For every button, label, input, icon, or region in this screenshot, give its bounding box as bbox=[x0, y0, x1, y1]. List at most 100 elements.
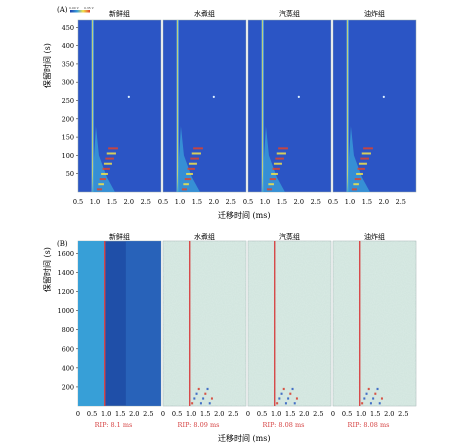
panel-a-peak-spot bbox=[363, 147, 373, 150]
panel-a-peak-spot bbox=[278, 147, 288, 150]
panel-a-peak-spot bbox=[275, 157, 284, 160]
panel-a-heatmap-background bbox=[332, 19, 417, 193]
panel-a-group-title: 油炸组 bbox=[364, 9, 385, 18]
panel-a-signal-flare bbox=[346, 126, 370, 192]
panel-b-xtick-label: 1.0 bbox=[186, 410, 196, 418]
panel-b-rip-label: RIP: 8.1 ms bbox=[95, 421, 133, 429]
panel-b: (B) 新鲜组 水煮组 汽蒸组 油炸组 200 400 600 800 1000 1200 140… bbox=[42, 232, 417, 443]
panel-a-signal-flare bbox=[176, 126, 200, 192]
panel-b-xtick-label: 0.5 bbox=[172, 410, 182, 418]
panel-a-xtick-label: 0.5 bbox=[158, 198, 168, 206]
panel-b-xtick-label: 0 bbox=[76, 410, 80, 418]
panel-b-difference-spot bbox=[295, 397, 298, 400]
panel-b-difference-spot bbox=[276, 402, 279, 405]
panel-b-ytick-label: 1400 bbox=[57, 269, 74, 277]
panel-a-peak-spot bbox=[184, 178, 191, 181]
panel-a-peak-spot bbox=[193, 147, 203, 150]
panel-b-reference-left-band bbox=[78, 241, 105, 406]
panel-b-ytick-label: 1000 bbox=[57, 307, 74, 315]
panel-a-peak-spot bbox=[191, 152, 201, 155]
panel-a-peak-spot bbox=[273, 162, 282, 165]
panel-a-peak-spot bbox=[99, 178, 106, 181]
panel-b-difference-spot bbox=[287, 397, 290, 400]
panel-b-difference-spot bbox=[372, 397, 375, 400]
panel-a-ytick-label: 450 bbox=[62, 24, 74, 32]
panel-a-xtick-label: 1.5 bbox=[362, 198, 372, 206]
panel-a-xtick-label: 0.5 bbox=[328, 198, 338, 206]
panel-a-peak-spot bbox=[360, 157, 369, 160]
panel-a-heatmap-background bbox=[162, 19, 247, 193]
panel-b-ytick-label: 800 bbox=[62, 326, 74, 334]
panel-a-peak-spot bbox=[105, 157, 114, 160]
panel-b-xtick-label: 0 bbox=[161, 410, 165, 418]
panel-a-xtick-label: 1.5 bbox=[107, 198, 117, 206]
panel-b-xtick-label: 1.5 bbox=[370, 410, 380, 418]
panel-a-heatmap bbox=[332, 19, 417, 193]
panel-b-difference-spot bbox=[380, 397, 383, 400]
panel-b-ytick-label: 1600 bbox=[57, 250, 74, 258]
panel-b-difference-spot bbox=[278, 397, 281, 400]
panel-b-xlabel: 迁移时间 (ms) bbox=[218, 433, 270, 443]
panel-b-ytick-label: 600 bbox=[62, 345, 74, 353]
panel-a-peak-spot bbox=[361, 152, 371, 155]
panel-b-xtick-label: 2.0 bbox=[299, 410, 309, 418]
panel-b-difference-spot bbox=[289, 392, 292, 395]
panel-a-isolated-spot bbox=[212, 95, 215, 98]
panel-a-peak-spot bbox=[96, 188, 102, 191]
panel-a-xtick-label: 1.0 bbox=[260, 198, 270, 206]
panel-b-difference-spot bbox=[361, 402, 364, 405]
colorbar-low-label: 0.00 V bbox=[69, 6, 80, 10]
panel-b-difference-spot bbox=[369, 402, 372, 405]
panel-a-xtick-label: 0.5 bbox=[243, 198, 253, 206]
panel-a-isolated-spot bbox=[382, 95, 385, 98]
panel-a-ytick-label: 250 bbox=[62, 97, 74, 105]
panel-b-xtick-label: 1.0 bbox=[271, 410, 281, 418]
panel-a-peak-spot bbox=[108, 147, 118, 150]
panel-a-peak-spot bbox=[183, 183, 189, 186]
panel-b-xtick-label: 0.5 bbox=[257, 410, 267, 418]
panel-a-xtick-label: 2.5 bbox=[141, 198, 151, 206]
panel-b-xtick-label: 1.0 bbox=[356, 410, 366, 418]
panel-b-heatmap bbox=[162, 240, 247, 407]
panel-b-difference-spot bbox=[210, 397, 213, 400]
panel-a-ytick-label: 100 bbox=[62, 152, 74, 160]
panel-b-difference-spot bbox=[202, 397, 205, 400]
panel-b-group-title: 水煮组 bbox=[194, 232, 215, 241]
panel-a-ytick-label: 350 bbox=[62, 60, 74, 68]
panel-a-xtick-label: 2.5 bbox=[226, 198, 236, 206]
panel-a-xtick-label: 2.0 bbox=[294, 198, 304, 206]
panel-a: (A) 0.00 V 0.35 V 新鲜组 水煮组 汽蒸组 油炸组 50 100 150 2… bbox=[42, 6, 417, 220]
panel-b-difference-spot bbox=[291, 387, 294, 391]
panel-a-peak-spot bbox=[98, 183, 104, 186]
panel-a-ytick-label: 150 bbox=[62, 134, 74, 142]
panel-b-group-title: 油炸组 bbox=[364, 232, 385, 241]
panel-a-xtick-label: 1.5 bbox=[277, 198, 287, 206]
panel-a-ylabel: 保留时间 (s) bbox=[42, 43, 52, 88]
panel-a-peak-spot bbox=[190, 157, 199, 160]
panel-b-group-title: 汽蒸组 bbox=[279, 232, 300, 241]
panel-b-ytick-label: 400 bbox=[62, 364, 74, 372]
panel-b-difference-spot bbox=[284, 402, 287, 405]
panel-a-rip-core bbox=[261, 20, 263, 192]
panel-a-rip-core bbox=[346, 20, 348, 192]
panel-a-signal-flare bbox=[91, 126, 115, 192]
panel-b-xtick-label: 0 bbox=[331, 410, 335, 418]
panel-a-isolated-spot bbox=[127, 95, 130, 98]
panel-b-xtick-label: 1.0 bbox=[101, 410, 111, 418]
panel-a-peak-spot bbox=[266, 188, 272, 191]
panel-a-peak-spot bbox=[354, 178, 361, 181]
panel-a-heatmap bbox=[162, 19, 247, 193]
panel-b-noise-texture bbox=[333, 241, 416, 406]
panel-b-noise-texture bbox=[248, 241, 331, 406]
panel-a-peak-spot bbox=[268, 183, 274, 186]
panel-b-xtick-label: 1.5 bbox=[285, 410, 295, 418]
panel-b-difference-spot bbox=[191, 402, 194, 405]
panel-b-xtick-label: 2.0 bbox=[214, 410, 224, 418]
panel-b-difference-spot bbox=[367, 387, 370, 391]
panel-a-peak-spot bbox=[101, 172, 108, 175]
panel-b-ytick-label: 1200 bbox=[57, 288, 74, 296]
panel-a-xtick-label: 2.0 bbox=[379, 198, 389, 206]
panel-a-xtick-label: 2.5 bbox=[396, 198, 406, 206]
panel-b-difference-spot bbox=[378, 402, 381, 405]
panel-b-noise-texture bbox=[163, 241, 246, 406]
